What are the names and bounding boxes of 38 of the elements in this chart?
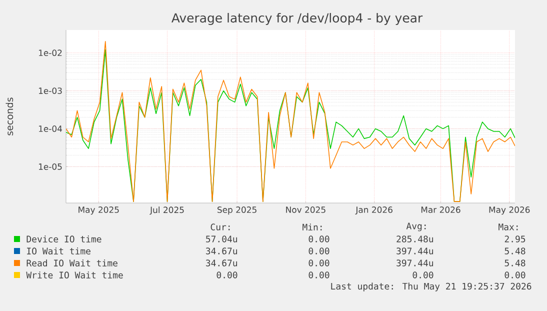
y-tick-label: 1e-05: [38, 163, 62, 170]
text: Max:: [498, 224, 518, 230]
chart-title: Average latency for /dev/loop4 - by year: [172, 12, 423, 26]
y-axis-title: seconds: [6, 98, 14, 136]
x-tick-label: Jan 2026: [355, 206, 392, 215]
legend-label: IO Wait time: [27, 248, 90, 254]
x-tick-label: Sep 2025: [218, 206, 256, 215]
text: Cur:: [210, 224, 230, 230]
y-tick-label: 1e-04: [38, 126, 62, 132]
legend-label: Write IO Wait time: [26, 272, 123, 278]
text: Min:: [302, 224, 322, 230]
text: 397.44u: [396, 260, 434, 266]
text: 0.00: [504, 272, 526, 278]
legend-label: Device IO time: [26, 236, 102, 242]
text: 5.48: [504, 260, 526, 266]
text: 0.00: [308, 272, 330, 278]
text: 0.00: [412, 272, 434, 278]
x-tick-label: May 2026: [489, 206, 530, 215]
legend-label: Read IO Wait time: [26, 260, 118, 266]
x-tick-label: May 2025: [78, 206, 119, 215]
text: 397.44u: [396, 248, 434, 254]
text: 5.48: [504, 248, 526, 254]
text: 0.00: [308, 248, 330, 254]
text: 34.67u: [206, 260, 238, 266]
text: 0.00: [216, 272, 238, 278]
text: 0.00: [308, 260, 330, 266]
text: Avg:: [406, 222, 426, 232]
text: 57.04u: [206, 236, 238, 242]
text: 0.00: [308, 236, 330, 242]
text: 34.67u: [206, 248, 238, 254]
text: 285.48u: [396, 236, 434, 242]
x-tick-label: Nov 2025: [286, 206, 326, 213]
y-tick-label: 1e-03: [38, 88, 62, 94]
text: Last update: Thu May 21 19:25:37 2026: [331, 282, 532, 292]
y-tick-label: 1e-02: [38, 50, 62, 56]
x-tick-label: Jul 2025: [150, 206, 184, 215]
text: 2.95: [504, 236, 526, 242]
x-tick-label: Mar 2026: [421, 206, 460, 213]
